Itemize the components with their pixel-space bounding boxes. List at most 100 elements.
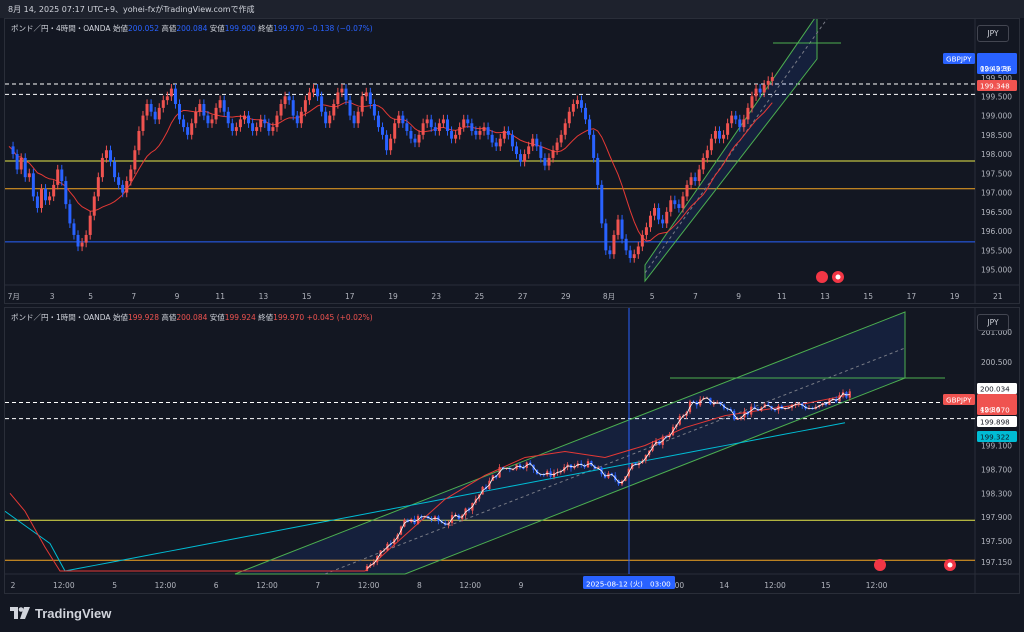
y-tick-label: 197.900 [981,513,1012,522]
candle [669,200,673,212]
candle [206,115,210,124]
candle [726,123,730,135]
x-tick-label: 13 [259,292,269,301]
candle [555,142,559,151]
ma-tag-bg [977,80,1017,91]
y-tick-label: 200.500 [981,358,1012,367]
legend-open-label: 始値 [112,313,128,322]
candle [178,104,182,120]
price-tag-bg [977,53,1017,74]
y-tick-label: 197.150 [981,558,1012,567]
candle [389,138,393,151]
candle [693,177,697,182]
candle [746,107,750,120]
candle [251,123,255,131]
candle [96,177,100,197]
candle [328,115,332,124]
y-tick-label: 196.000 [981,227,1012,236]
x-tick-label: 9 [175,292,180,301]
candle [474,130,478,135]
x-tick-label: 2 [11,581,16,590]
candle [76,234,80,247]
chart-pane-4h[interactable]: 195.000 195.500 196.000 196.500 197.000 197.5… [4,18,1020,304]
footer: TradingView [0,596,1024,632]
chart-pane-1h[interactable]: 197.150 197.500 197.900 198.300 198.700 199.1… [4,307,1020,594]
candle [56,169,60,185]
candle [466,119,470,124]
x-tick-label: 17 [345,292,355,301]
candle [405,123,409,131]
candle [547,157,551,166]
candle [584,107,588,120]
candle [523,154,527,162]
crosshair-date-label: 2025-08-12 (火) 03:00 [583,576,675,589]
low-tag-text: 199.898 [980,418,1010,427]
candle [462,119,466,128]
candle [27,173,31,178]
candle [685,184,689,197]
candle [494,142,498,147]
candle [612,234,616,255]
candle [360,96,364,112]
candle [299,111,303,124]
chart-1h-svg[interactable]: 197.150 197.500 197.900 198.300 198.700 199.1… [5,308,1020,594]
candle [104,150,108,158]
candle [567,111,571,124]
ascending-channel [234,311,906,575]
y-tick-label: 197.000 [981,189,1012,198]
candle [368,92,372,105]
candle [539,474,542,476]
candle [60,169,64,182]
price-tag: 199.970 [977,53,1017,74]
x-tick-label: 11 [215,292,225,301]
currency-button[interactable]: JPY [977,314,1009,331]
candle [539,146,543,158]
candle [255,127,259,131]
candle [445,119,449,131]
chart-4h-svg[interactable]: 195.000 195.500 196.000 196.500 197.000 197.5… [5,19,1020,304]
candle [762,84,766,93]
candle [214,107,218,120]
candle [677,204,681,208]
tradingview-logo[interactable]: TradingView [10,604,111,622]
price-line-white [366,393,850,569]
candle [316,88,320,97]
candle [718,130,721,139]
x-tick-label: 12:00 [256,581,278,590]
candle [247,115,251,124]
tradingview-logo-icon [10,607,30,619]
x-tick-label: 15 [302,292,312,301]
candle [620,219,624,239]
candle [661,219,665,224]
candle [336,92,340,105]
candle [604,223,608,251]
candle [413,138,417,143]
candle [409,130,413,139]
price-tag-time: 42:36 [980,406,1001,414]
y-tick-label: 196.500 [981,208,1012,217]
candle [490,134,494,143]
candle [734,115,738,120]
candle [31,173,35,197]
candle [498,138,502,147]
candle [291,100,295,116]
currency-button[interactable]: JPY [977,25,1009,42]
x-tick-label: 5 [650,292,655,301]
candle [596,157,600,185]
legend-close-label: 終値 [258,313,274,322]
candle [653,207,657,216]
symbol-tag-bg [943,394,975,405]
x-tick-label: 29 [561,292,571,301]
candle [137,130,141,151]
legend-high: 200.084 [176,313,208,322]
candle [421,123,425,135]
candle [417,134,421,143]
candle [92,196,96,216]
candle [381,127,385,135]
legend-open: 200.052 [127,24,159,33]
candle [39,188,43,208]
moving-average-line [8,101,773,242]
candle [722,134,726,139]
x-tick-label: 12:00 [155,581,177,590]
crosshair-date-label-text: 2025-08-12 (火) 03:00 [586,580,671,589]
